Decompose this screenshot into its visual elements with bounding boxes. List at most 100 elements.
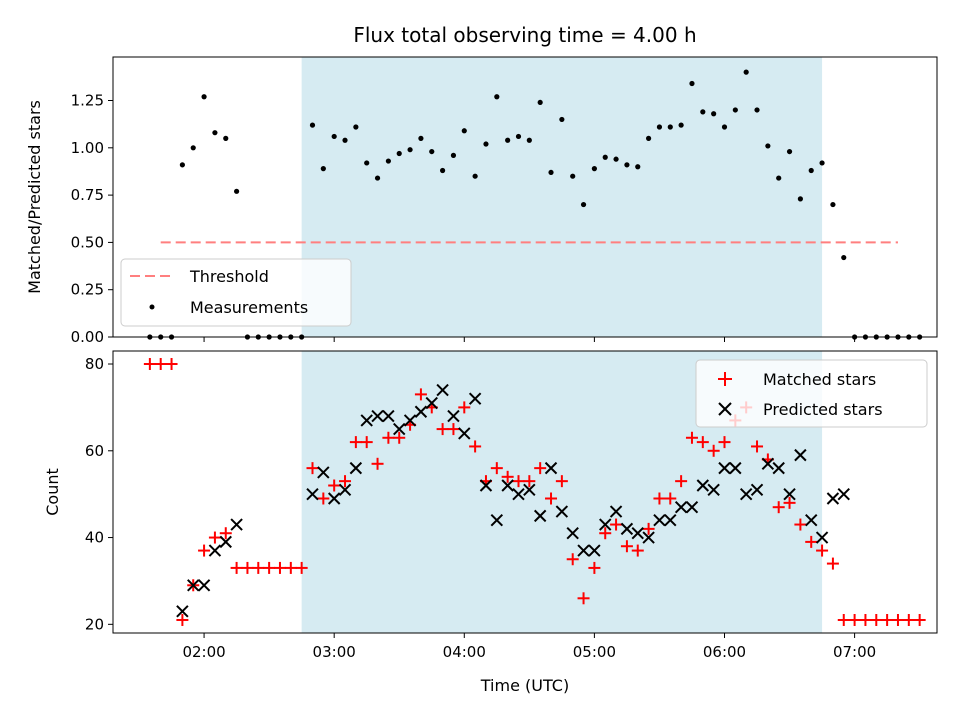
y-tick-label: 1.00 xyxy=(71,139,104,157)
predicted-star-point xyxy=(317,466,330,479)
predicted-star-point xyxy=(523,483,536,497)
matched-star-point xyxy=(545,492,558,505)
matched-star-point xyxy=(241,561,254,574)
predicted-star-point xyxy=(230,518,243,531)
matched-star-point xyxy=(577,592,590,605)
y-tick-label: 40 xyxy=(85,529,104,547)
measurement-point xyxy=(309,122,316,128)
matched-star-point xyxy=(328,479,341,492)
matched-star-point xyxy=(783,496,796,509)
matched-star-point xyxy=(143,358,156,371)
measurement-point xyxy=(320,166,326,172)
predicted-star-point xyxy=(783,487,796,501)
matched-star-point xyxy=(664,492,677,505)
predicted-star-point xyxy=(349,461,363,475)
predicted-star-point xyxy=(837,487,850,501)
matched-star-point xyxy=(284,561,297,574)
x-tick-label: 03:00 xyxy=(313,643,356,661)
matched-star-point xyxy=(414,388,427,401)
x-tick-label: 07:00 xyxy=(833,643,876,661)
legend-predicted-swatch xyxy=(718,402,732,416)
matched-star-point xyxy=(631,544,644,557)
matched-star-point xyxy=(642,522,655,535)
y-tick-label: 0.50 xyxy=(71,233,104,251)
y-tick-label: 0.75 xyxy=(71,186,104,204)
matched-star-point xyxy=(588,561,601,574)
predicted-star-point xyxy=(447,409,460,423)
predicted-star-point xyxy=(826,492,840,505)
matched-star-point xyxy=(620,540,633,553)
measurement-point xyxy=(429,148,435,155)
matched-star-point xyxy=(610,518,623,531)
top-y-axis-label: Matched/Predicted stars xyxy=(25,100,44,294)
predicted-star-point xyxy=(501,479,514,492)
predicted-star-point xyxy=(599,518,612,531)
x-tick-label: 04:00 xyxy=(443,643,486,661)
matched-star-point xyxy=(371,457,384,470)
y-tick-label: 1.25 xyxy=(71,92,104,110)
predicted-star-point xyxy=(187,579,200,592)
legend-matched-swatch xyxy=(718,372,732,386)
predicted-star-points xyxy=(176,383,850,618)
measurement-point xyxy=(700,109,706,115)
measurement-point xyxy=(819,160,825,166)
measurement-point xyxy=(613,156,619,162)
measurement-point xyxy=(374,175,381,181)
measurement-point xyxy=(201,94,207,100)
measurement-point xyxy=(602,154,608,160)
matched-star-point xyxy=(393,431,406,444)
matched-star-point xyxy=(219,527,232,540)
matched-star-point xyxy=(555,475,568,488)
measurement-point xyxy=(808,167,814,174)
predicted-star-point xyxy=(729,461,742,475)
measurement-point xyxy=(407,147,413,153)
predicted-star-point xyxy=(425,396,438,410)
matched-star-point xyxy=(306,462,319,475)
matched-star-point xyxy=(523,475,536,488)
measurement-point xyxy=(754,107,760,113)
legend-measurements-label: Measurements xyxy=(190,298,308,317)
matched-star-point xyxy=(198,544,211,557)
predicted-star-point xyxy=(761,457,775,471)
measurement-point xyxy=(342,137,348,143)
matched-star-point xyxy=(772,501,785,514)
bottom-x-axis-label: Time (UTC) xyxy=(480,676,569,695)
measurement-point xyxy=(570,173,576,179)
predicted-star-point xyxy=(393,422,406,436)
bottom-x-ticks: 02:00 03:00 04:00 05:00 06:00 07:00 xyxy=(182,633,876,661)
predicted-star-point xyxy=(219,535,232,549)
matched-star-point xyxy=(816,544,829,557)
x-tick-label: 06:00 xyxy=(703,643,746,661)
legend-threshold-label: Threshold xyxy=(189,267,269,286)
matched-star-points xyxy=(143,358,926,626)
x-tick-label: 02:00 xyxy=(182,643,225,661)
predicted-star-point xyxy=(555,505,569,518)
predicted-star-point xyxy=(750,483,764,497)
predicted-star-point xyxy=(208,544,222,557)
matched-star-point xyxy=(859,613,872,626)
matched-star-point xyxy=(263,561,276,574)
measurement-point xyxy=(667,124,673,130)
measurement-point xyxy=(537,99,543,106)
matched-star-point xyxy=(675,475,688,488)
y-tick-label: 0.00 xyxy=(71,328,104,346)
measurement-point xyxy=(364,160,370,166)
measurement-point xyxy=(190,145,196,151)
legend-measurements-swatch xyxy=(149,304,155,310)
measurement-point xyxy=(732,107,738,113)
y-tick-label: 0.25 xyxy=(71,281,104,299)
predicted-star-point xyxy=(360,414,373,427)
matched-star-point xyxy=(176,613,189,626)
predicted-star-point xyxy=(414,405,428,418)
predicted-star-point xyxy=(772,461,785,475)
predicted-star-point xyxy=(197,579,211,592)
matched-star-point xyxy=(805,535,818,548)
predicted-star-point xyxy=(631,527,644,540)
measurement-point xyxy=(711,111,717,117)
predicted-star-point xyxy=(739,487,753,501)
x-tick-label: 05:00 xyxy=(573,643,616,661)
predicted-star-point xyxy=(566,527,579,540)
legend-matched-label: Matched stars xyxy=(763,370,876,389)
predicted-star-point xyxy=(468,392,482,405)
